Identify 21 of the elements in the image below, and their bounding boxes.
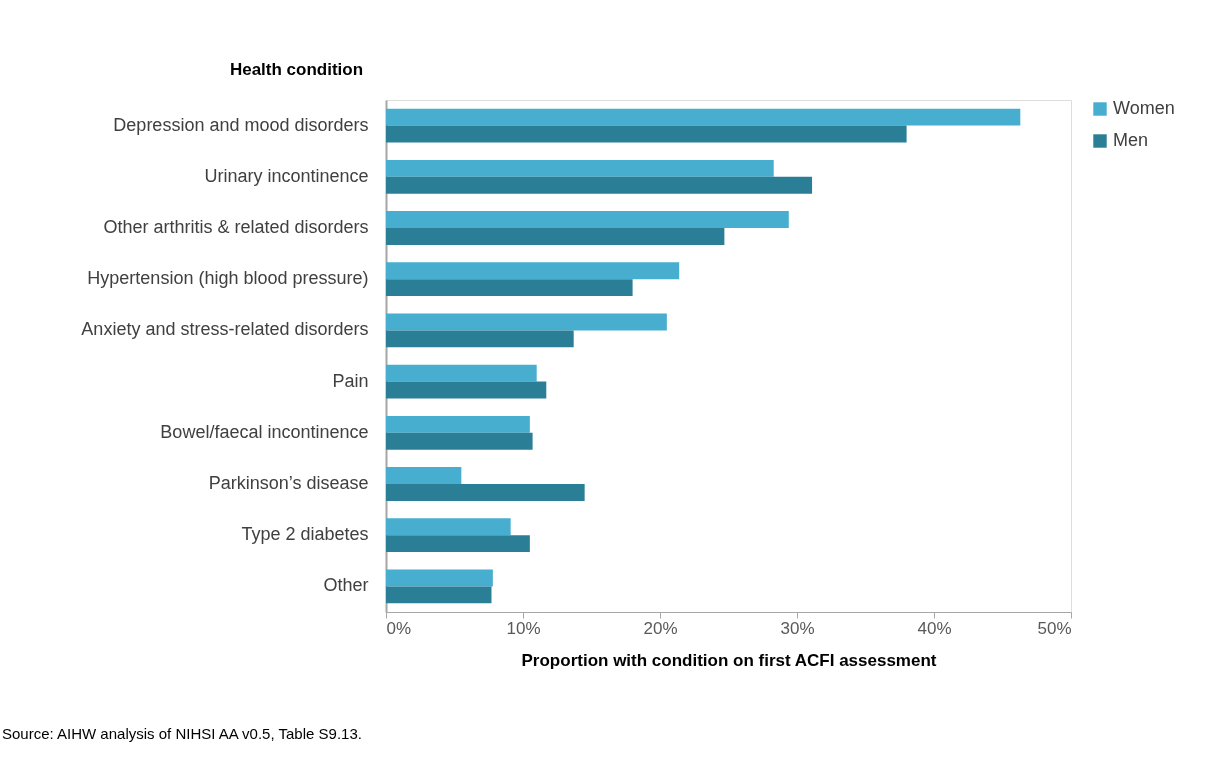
y-tick-label: Depression and mood disorders xyxy=(113,114,369,135)
y-axis-title: Health condition xyxy=(229,59,364,79)
y-tick-label: Hypertension (high blood pressure) xyxy=(87,268,369,289)
legend-label: Men xyxy=(1113,130,1149,150)
x-tick-label: 20% xyxy=(643,618,678,638)
y-tick-label: Parkinson’s disease xyxy=(208,473,369,493)
legend-label: Women xyxy=(1113,98,1175,118)
x-tick-label: 0% xyxy=(386,618,412,638)
y-tick-label: Urinary incontinence xyxy=(204,165,369,186)
source-note: Source: AIHW analysis of NIHSI AA v0.5, Table S9.13. xyxy=(2,725,362,742)
y-tick-label: Pain xyxy=(332,370,369,391)
x-axis-title: Proportion with condition on first ACFI assessment xyxy=(521,650,937,670)
x-tick-label: 50% xyxy=(1037,618,1072,638)
x-tick-label: 40% xyxy=(917,618,952,638)
y-tick-label: Anxiety and stress-related disorders xyxy=(81,319,369,340)
y-tick-label: Other xyxy=(323,575,369,596)
y-tick-label: Bowel/faecal incontinence xyxy=(160,421,369,442)
y-tick-label: Type 2 diabetes xyxy=(241,524,369,545)
y-tick-label: Other arthritis & related disorders xyxy=(103,217,369,237)
x-tick-label: 30% xyxy=(780,618,815,638)
x-tick-label: 10% xyxy=(506,618,541,638)
